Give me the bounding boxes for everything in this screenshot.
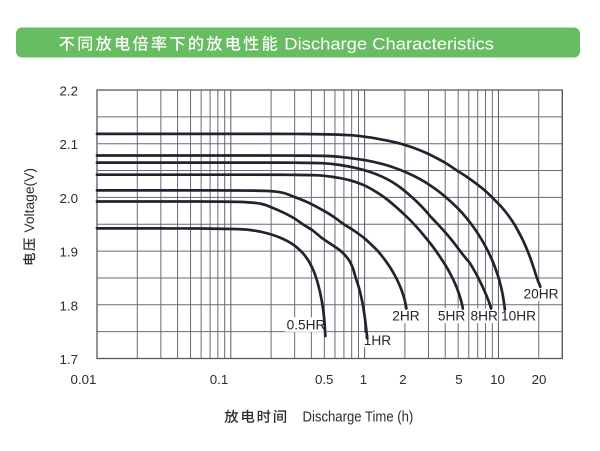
svg-text:1: 1: [360, 372, 367, 387]
svg-text:0.5HR: 0.5HR: [287, 317, 326, 332]
svg-text:0.01: 0.01: [71, 372, 97, 387]
svg-text:2: 2: [399, 372, 406, 387]
svg-text:1.8: 1.8: [60, 298, 79, 313]
svg-text:Voltage(V): Voltage(V): [22, 168, 37, 233]
svg-text:8HR: 8HR: [471, 309, 498, 324]
svg-text:1HR: 1HR: [364, 333, 391, 348]
svg-text:2.0: 2.0: [60, 191, 79, 206]
svg-text:2HR: 2HR: [392, 309, 419, 324]
svg-text:1.9: 1.9: [60, 245, 79, 260]
svg-text:0.1: 0.1: [210, 372, 229, 387]
svg-text:2.2: 2.2: [60, 84, 79, 99]
svg-text:20HR: 20HR: [524, 286, 559, 301]
svg-text:1.7: 1.7: [60, 352, 79, 367]
svg-text:20: 20: [532, 372, 547, 387]
svg-text:0.5: 0.5: [315, 372, 334, 387]
svg-text:Discharge Characteristics: Discharge Characteristics: [284, 35, 494, 53]
svg-text:10: 10: [490, 372, 505, 387]
svg-text:Discharge Time (h): Discharge Time (h): [303, 409, 414, 425]
svg-text:5HR: 5HR: [438, 309, 465, 324]
svg-text:5: 5: [455, 372, 462, 387]
svg-text:2.1: 2.1: [60, 137, 79, 152]
svg-text:10HR: 10HR: [501, 308, 536, 323]
